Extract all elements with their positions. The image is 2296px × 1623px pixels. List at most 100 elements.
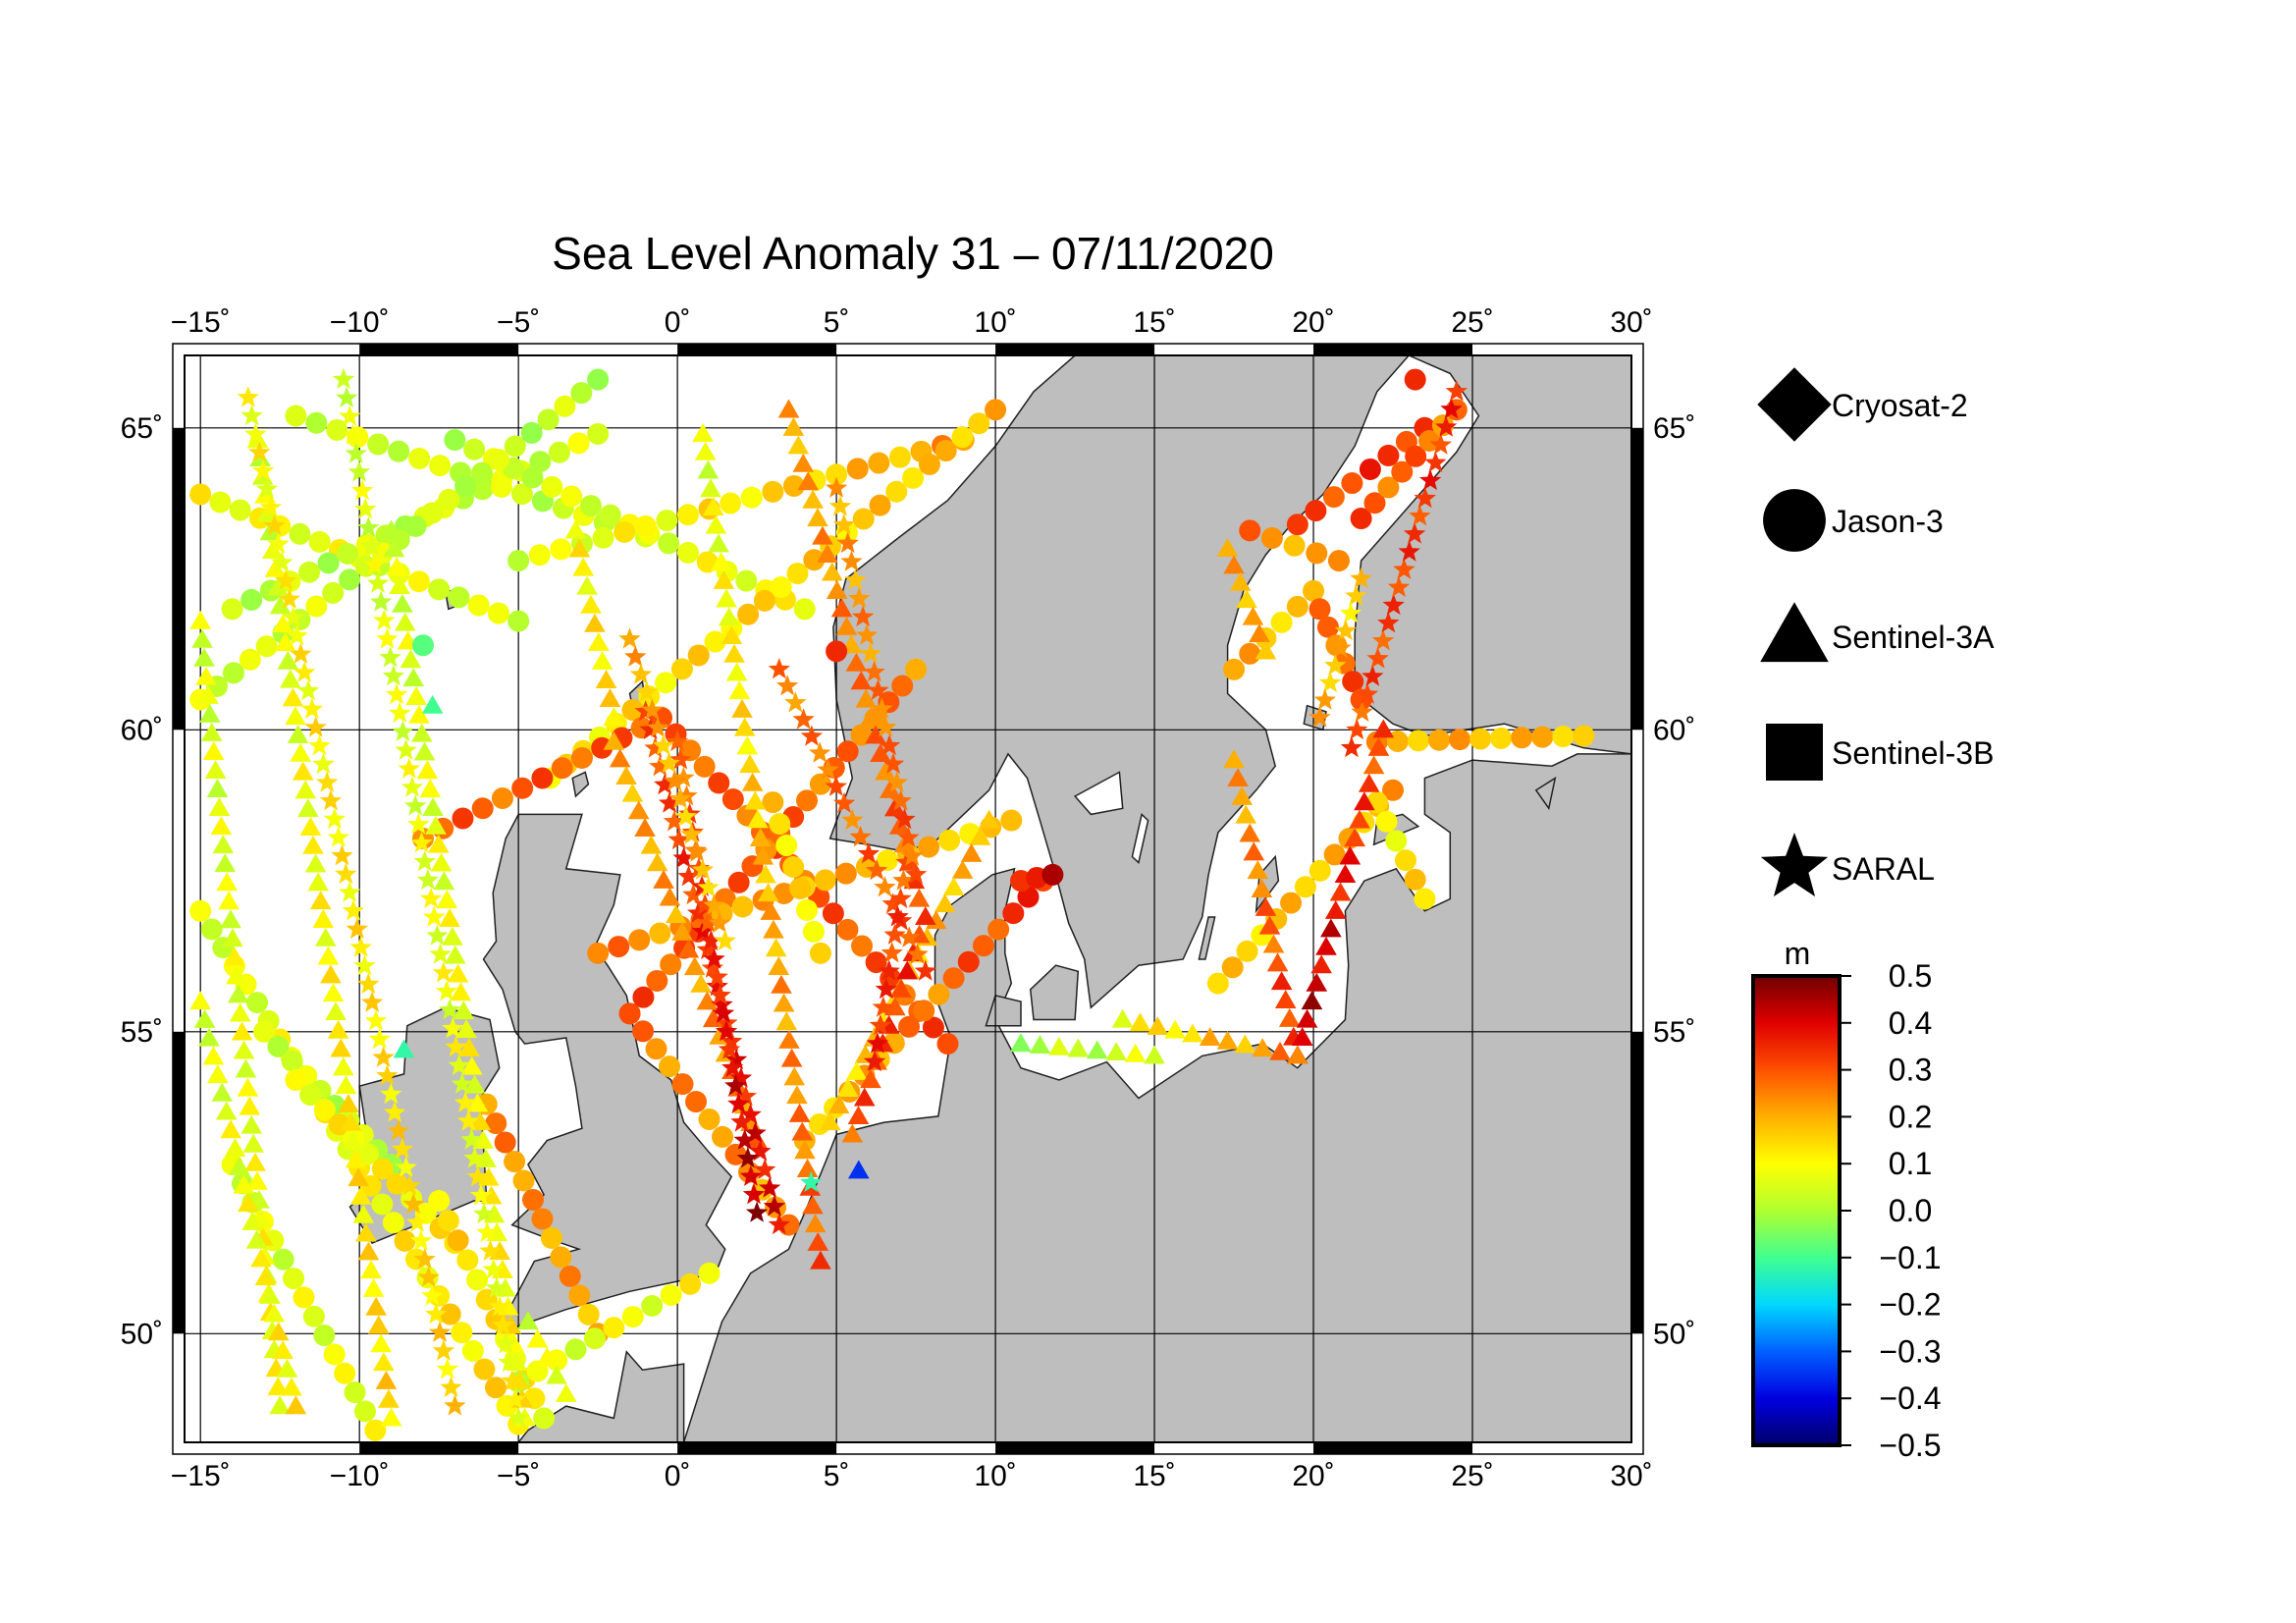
sla-point — [416, 868, 440, 891]
sla-point — [1334, 864, 1357, 883]
sla-point — [335, 1075, 357, 1095]
sla-point — [463, 1074, 486, 1094]
frame-bar — [1313, 344, 1473, 355]
sla-point — [888, 446, 911, 468]
sla-point — [786, 1085, 808, 1105]
sla-point — [683, 956, 706, 976]
sla-point — [760, 900, 782, 920]
sla-point — [618, 1002, 641, 1025]
sla-point — [193, 1008, 216, 1028]
sla-point — [1182, 1023, 1203, 1043]
sla-point — [918, 453, 940, 475]
sla-point — [375, 1371, 398, 1389]
sla-point — [803, 549, 826, 571]
sla-point — [634, 818, 656, 837]
sla-point — [1239, 519, 1261, 542]
sla-point — [212, 835, 235, 854]
sla-point — [883, 997, 906, 1016]
sla-point — [727, 1092, 750, 1114]
lon-tick-label: 10˚ — [974, 306, 1016, 339]
sla-point — [520, 421, 543, 444]
sla-point — [202, 1046, 225, 1065]
sla-point — [721, 788, 744, 811]
sla-point — [349, 936, 372, 957]
sla-point — [782, 855, 805, 878]
sla-point — [454, 475, 477, 498]
sla-point — [763, 1195, 786, 1217]
sla-point — [739, 1164, 763, 1186]
sla-point — [960, 842, 983, 862]
sla-point — [825, 476, 848, 498]
sla-point — [685, 1091, 708, 1113]
sla-point — [640, 835, 663, 854]
sla-point — [1223, 658, 1246, 680]
lon-tick-label: −15˚ — [171, 306, 231, 339]
sla-point — [702, 1008, 724, 1028]
sla-point — [1258, 915, 1281, 935]
sla-point — [1324, 900, 1347, 919]
sla-point — [889, 789, 912, 811]
sla-point — [398, 757, 420, 779]
sla-point — [407, 570, 430, 593]
sla-point — [868, 452, 890, 474]
sla-point — [906, 943, 929, 964]
sla-point — [422, 797, 444, 816]
sla-point — [224, 947, 245, 966]
sla-point — [332, 367, 355, 390]
sla-point — [914, 959, 936, 981]
sla-point — [460, 1128, 483, 1150]
sla-point — [883, 923, 906, 945]
frame-bar — [677, 344, 837, 355]
sla-point — [246, 992, 269, 1014]
sla-point — [199, 703, 221, 723]
sla-point — [405, 1211, 429, 1232]
sla-point — [246, 1170, 268, 1190]
colorbar-ramp — [1751, 974, 1842, 1447]
sla-point — [905, 658, 928, 680]
sla-point — [809, 942, 831, 964]
sla-point — [421, 502, 444, 524]
sla-point — [302, 835, 324, 854]
sla-point — [780, 1048, 803, 1067]
sla-point — [400, 649, 422, 669]
sla-point — [677, 939, 700, 958]
sla-point — [263, 514, 286, 536]
sla-point — [338, 1094, 359, 1112]
sla-point — [433, 871, 455, 891]
sla-point — [1164, 1019, 1186, 1039]
sla-point — [242, 1133, 264, 1153]
sla-point — [332, 1056, 354, 1076]
sla-point — [712, 1125, 734, 1148]
sla-point — [860, 707, 881, 727]
sla-point — [621, 1306, 644, 1328]
sla-point — [271, 551, 294, 572]
sla-point — [763, 919, 784, 939]
sla-point — [269, 1395, 291, 1415]
sla-point — [419, 887, 443, 908]
sla-point — [881, 752, 905, 774]
land-polygon — [571, 771, 590, 798]
sla-point — [220, 1119, 241, 1139]
sla-point — [380, 1082, 402, 1105]
sla-point — [1511, 727, 1533, 749]
sla-point — [1308, 859, 1331, 882]
graticule — [185, 355, 1631, 1442]
colorbar-label: 0.0 — [1889, 1193, 1932, 1228]
sla-point — [1316, 616, 1339, 638]
sla-point — [749, 1140, 772, 1162]
sla-point — [436, 890, 458, 909]
sla-point — [696, 991, 719, 1010]
sla-point — [1449, 729, 1471, 751]
land-polygon — [828, 355, 1631, 1009]
sla-point — [576, 575, 598, 595]
map-frame — [172, 343, 1644, 1455]
sla-point — [357, 1241, 380, 1261]
sla-point — [685, 840, 709, 862]
sla-point — [345, 442, 367, 463]
sla-point — [1382, 593, 1405, 616]
sla-point — [629, 663, 653, 684]
frame-bar — [995, 344, 1155, 355]
sla-point — [395, 1156, 417, 1177]
sla-point — [1404, 368, 1426, 391]
sla-point — [712, 1001, 735, 1023]
